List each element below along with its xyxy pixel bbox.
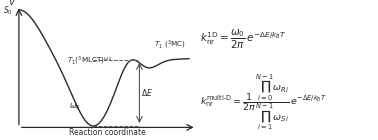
Text: $T_1(^3\mathrm{MLCT})^{\omega_S}$: $T_1(^3\mathrm{MLCT})^{\omega_S}$ bbox=[67, 55, 112, 67]
Text: $\omega_0$: $\omega_0$ bbox=[69, 102, 80, 112]
Text: $T_1$ ($^3\mathrm{MC}$): $T_1$ ($^3\mathrm{MC}$) bbox=[154, 39, 186, 51]
Text: $S_0$: $S_0$ bbox=[3, 5, 13, 17]
Text: $k_{\rm nr}^{\rm multi\text{-}D} = \dfrac{1}{2\pi}\dfrac{\prod_{i=0}^{N-1}\omega: $k_{\rm nr}^{\rm multi\text{-}D} = \dfra… bbox=[200, 72, 327, 132]
Text: $k_{\rm nr}^{\rm 1D} = \dfrac{\omega_0}{2\pi}\,e^{-\Delta E/k_B T}$: $k_{\rm nr}^{\rm 1D} = \dfrac{\omega_0}{… bbox=[200, 28, 287, 51]
Text: V: V bbox=[8, 0, 14, 7]
Text: $\Delta E$: $\Delta E$ bbox=[141, 87, 153, 98]
Text: Reaction coordinate: Reaction coordinate bbox=[69, 128, 146, 137]
